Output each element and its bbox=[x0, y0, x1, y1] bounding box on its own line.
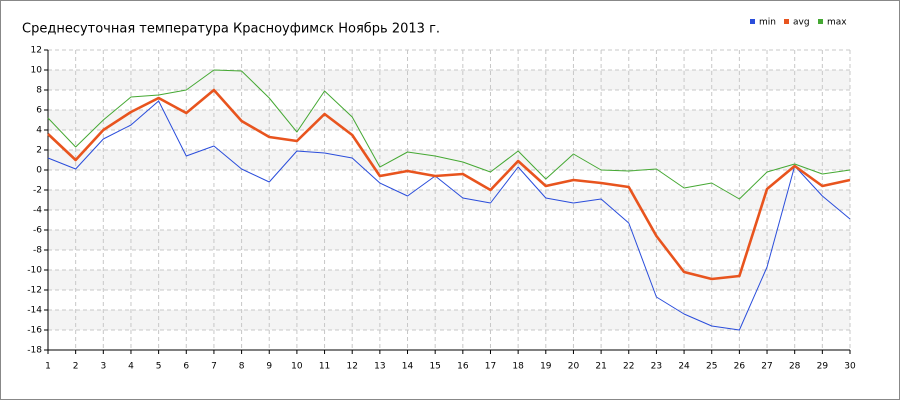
y-tick-label: -18 bbox=[27, 346, 42, 356]
x-tick-label: 6 bbox=[183, 362, 189, 372]
x-tick-label: 29 bbox=[817, 362, 829, 372]
x-tick-label: 24 bbox=[678, 362, 690, 372]
y-tick-label: 2 bbox=[36, 146, 42, 156]
line-series bbox=[47, 100, 851, 331]
x-tick-label: 25 bbox=[706, 362, 717, 372]
x-tick-label: 27 bbox=[761, 362, 772, 372]
y-tick-label: 6 bbox=[36, 106, 42, 116]
x-tick-label: 3 bbox=[100, 362, 106, 372]
band bbox=[48, 150, 850, 170]
x-tick-label: 30 bbox=[844, 362, 856, 372]
x-tick-label: 10 bbox=[291, 362, 303, 372]
x-tick-label: 5 bbox=[156, 362, 162, 372]
x-tick-label: 13 bbox=[374, 362, 385, 372]
x-tick-label: 17 bbox=[485, 362, 496, 372]
x-tick-label: 4 bbox=[128, 362, 134, 372]
legend-swatch bbox=[750, 19, 755, 24]
y-tick-label: 8 bbox=[36, 86, 42, 96]
x-tick-label: 7 bbox=[211, 362, 217, 372]
y-tick-label: -10 bbox=[27, 266, 42, 276]
chart-title: Среднесуточная температура Красноуфимск … bbox=[22, 22, 440, 37]
y-tick-label: 4 bbox=[36, 126, 42, 136]
y-tick-label: -6 bbox=[33, 226, 42, 236]
legend-label: avg bbox=[793, 18, 810, 28]
legend-swatch bbox=[818, 19, 823, 24]
x-tick-label: 2 bbox=[73, 362, 79, 372]
y-tick-label: 10 bbox=[31, 66, 43, 76]
x-tick-label: 23 bbox=[651, 362, 662, 372]
y-tick-label: 0 bbox=[36, 166, 42, 176]
x-tick-label: 14 bbox=[402, 362, 414, 372]
band bbox=[48, 270, 850, 290]
y-tick-label: -12 bbox=[27, 286, 42, 296]
band bbox=[48, 70, 850, 90]
x-tick-label: 16 bbox=[457, 362, 469, 372]
x-tick-label: 8 bbox=[239, 362, 245, 372]
band bbox=[48, 310, 850, 330]
legend-swatch bbox=[784, 19, 789, 24]
x-tick-label: 12 bbox=[346, 362, 357, 372]
legend-label: min bbox=[759, 18, 776, 28]
line-series bbox=[47, 88, 851, 281]
band bbox=[48, 190, 850, 210]
line-series bbox=[47, 69, 851, 200]
x-tick-label: 22 bbox=[623, 362, 634, 372]
y-tick-label: -2 bbox=[33, 186, 42, 196]
legend-label: max bbox=[827, 18, 847, 28]
x-tick-label: 11 bbox=[319, 362, 330, 372]
x-tick-label: 21 bbox=[595, 362, 606, 372]
x-tick-label: 9 bbox=[266, 362, 272, 372]
x-tick-label: 1 bbox=[45, 362, 51, 372]
band bbox=[48, 230, 850, 250]
x-tick-label: 20 bbox=[568, 362, 580, 372]
x-tick-label: 18 bbox=[512, 362, 524, 372]
x-tick-label: 28 bbox=[789, 362, 801, 372]
y-tick-label: -8 bbox=[33, 246, 42, 256]
y-tick-label: -16 bbox=[27, 326, 42, 336]
y-tick-label: -4 bbox=[33, 206, 42, 216]
x-tick-label: 19 bbox=[540, 362, 552, 372]
x-tick-label: 15 bbox=[429, 362, 440, 372]
y-tick-label: 12 bbox=[31, 46, 42, 56]
y-tick-label: -14 bbox=[27, 306, 42, 316]
x-tick-label: 26 bbox=[734, 362, 746, 372]
